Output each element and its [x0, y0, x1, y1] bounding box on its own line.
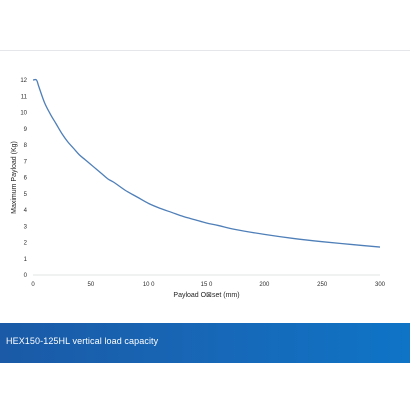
caption-text: HEX150-125HL vertical load capacity — [6, 336, 159, 346]
y-tick-label: 10 — [20, 111, 27, 117]
y-axis-title: Maximum Payload (Kg) — [11, 141, 18, 214]
y-tick-label: 4 — [24, 208, 28, 214]
x-tick-label: 250 — [317, 282, 328, 288]
y-tick-label: 9 — [24, 127, 28, 133]
y-tick-label: 6 — [24, 176, 28, 182]
x-tick-label: 10 0 — [143, 282, 155, 288]
y-tick-label: 7 — [24, 159, 28, 165]
x-tick-label: 15 0 — [201, 282, 213, 288]
y-tick-label: 11 — [21, 94, 28, 100]
y-tick-label: 8 — [24, 143, 28, 149]
x-axis-ticks: 0 50 10 0 15 0 200 250 300 — [31, 282, 385, 288]
series-line — [32, 78, 381, 248]
x-tick-label: 50 — [87, 282, 94, 288]
x-tick-label: 200 — [259, 282, 270, 288]
y-tick-label: 1 — [24, 257, 28, 263]
y-tick-label: 3 — [24, 224, 28, 230]
chart-card: 0 1 2 3 4 5 6 7 8 9 10 11 12 0 50 10 0 15 0 200 250 300 Pa… — [0, 50, 410, 363]
x-tick-label: 0 — [31, 282, 35, 288]
caption-bar: HEX150-125HL vertical load capacity — [0, 323, 410, 363]
x-tick-label: 300 — [375, 282, 386, 288]
x-axis-title: Payload O⊠set (mm) — [173, 292, 239, 299]
y-tick-label: 12 — [20, 78, 27, 84]
y-tick-label: 0 — [24, 273, 28, 279]
y-tick-label: 5 — [24, 192, 28, 198]
y-tick-label: 2 — [24, 241, 28, 247]
